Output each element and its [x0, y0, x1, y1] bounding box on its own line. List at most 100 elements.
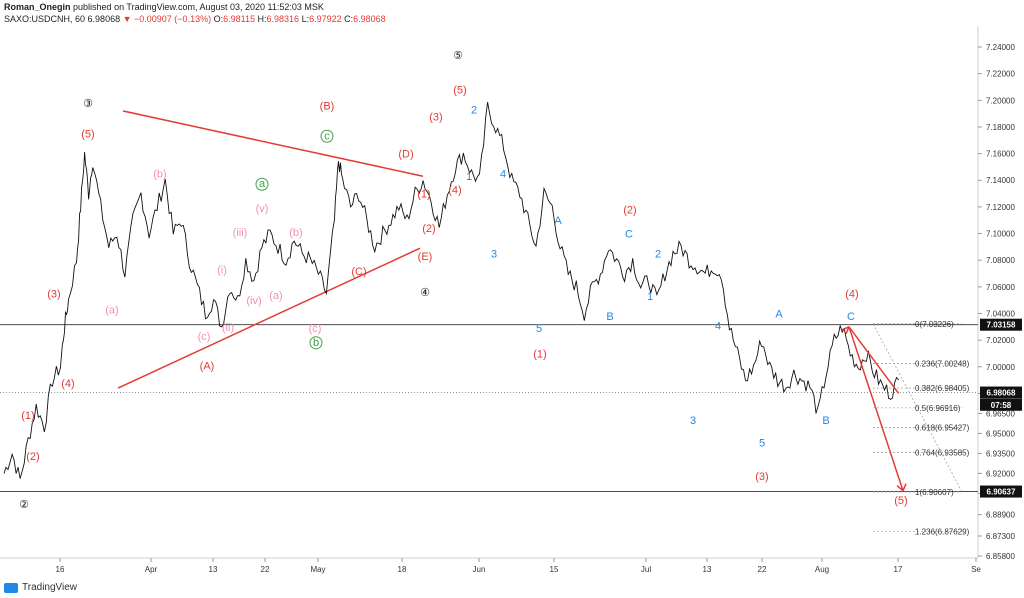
wave-label: 1 [466, 171, 472, 183]
x-tick-label: 22 [261, 565, 270, 574]
wave-label: (4) [448, 185, 461, 197]
y-tick-label: 7.12000 [986, 203, 1015, 212]
wave-label-circle [255, 177, 269, 191]
wave-label: (b) [153, 169, 166, 181]
wave-label: ③ [83, 98, 93, 110]
close-value: 6.98068 [353, 14, 386, 24]
wave-label: (v) [256, 203, 269, 215]
wave-label: A [775, 308, 783, 320]
c-label: C: [344, 14, 354, 24]
h-label: H: [257, 14, 267, 24]
y-tick-label: 6.95000 [986, 429, 1015, 438]
price-tag-label: 6.98068 [987, 389, 1016, 398]
y-tick-label: 7.10000 [986, 230, 1015, 239]
published-text: published on TradingView.com, August 03,… [73, 2, 324, 12]
price-tag-label: 6.90637 [987, 488, 1016, 497]
wave-label: b [313, 337, 319, 349]
wave-label: (2) [26, 451, 39, 463]
price-series-line [3, 102, 900, 479]
wave-label: (iii) [233, 227, 248, 239]
x-tick-label: 13 [703, 565, 712, 574]
x-tick-label: 13 [209, 565, 218, 574]
wave-label: (3) [755, 471, 768, 483]
wave-label: (D) [398, 149, 413, 161]
wave-label: 5 [759, 438, 765, 450]
y-tick-label: 7.14000 [986, 176, 1015, 185]
wave-label: (ii) [222, 322, 234, 334]
wave-label: 2 [655, 249, 661, 261]
last-price: 6.98068 [87, 14, 121, 24]
y-tick-label: 7.24000 [986, 43, 1015, 52]
wave-label: (b) [289, 227, 302, 239]
fib-level-label: 0.764(6.93585) [915, 448, 970, 457]
x-tick-label: 18 [398, 565, 407, 574]
footer: TradingView [4, 582, 77, 593]
wave-label: (A) [200, 360, 215, 372]
fib-level-label: 0.236(7.00248) [915, 359, 970, 368]
y-tick-label: 6.92000 [986, 469, 1015, 478]
wave-label: (i) [217, 265, 227, 277]
tradingview-logo-icon [4, 582, 18, 593]
wave-label: 3 [690, 415, 696, 427]
fib-level-label: 0(7.03226) [915, 320, 954, 329]
wave-label: (5) [453, 85, 466, 97]
wave-label: (1) [417, 189, 430, 201]
wave-label: (4) [845, 289, 858, 301]
y-tick-label: 7.06000 [986, 283, 1015, 292]
publish-info: Roman_Onegin published on TradingView.co… [4, 2, 324, 12]
x-tick-label: Jun [473, 565, 486, 574]
wave-label: c [324, 130, 330, 142]
wave-label: (5) [894, 495, 907, 507]
wave-label: 2 [471, 105, 477, 117]
y-tick-label: 7.20000 [986, 96, 1015, 105]
x-tick-label: Jul [641, 565, 651, 574]
wave-label-circle [320, 129, 334, 143]
wave-label: (1) [533, 348, 546, 360]
y-tick-label: 6.85800 [986, 552, 1015, 561]
projection-line-up [848, 326, 900, 394]
wave-label: 5 [536, 323, 542, 335]
fib-level-label: 1.236(6.87629) [915, 528, 970, 537]
y-tick-label: 7.22000 [986, 70, 1015, 79]
y-tick-label: 7.04000 [986, 309, 1015, 318]
price-tag-label: 07:58 [991, 401, 1012, 410]
wave-label: ④ [420, 287, 430, 299]
projection-line-down [848, 326, 904, 491]
wave-label: B [606, 311, 613, 323]
y-tick-label: 7.02000 [986, 336, 1015, 345]
price-tag-label: 7.03158 [987, 321, 1016, 330]
wave-label: B [822, 415, 829, 427]
x-tick-label: Aug [815, 565, 829, 574]
fib-level-label: 0.382(6.98405) [915, 384, 970, 393]
projection-arrowhead [896, 483, 907, 492]
y-tick-label: 6.87300 [986, 532, 1015, 541]
l-label: L: [301, 14, 310, 24]
wave-label: (B) [320, 101, 335, 113]
y-tick-label: 6.96500 [986, 409, 1015, 418]
price-chart[interactable]: 7.24000 7.22000 7.20000 7.18000 7.16000 7.140… [0, 26, 1024, 578]
y-tick-label: 7.16000 [986, 150, 1015, 159]
fib-level-label: 0.618(6.95427) [915, 424, 970, 433]
wave-label: (4) [61, 378, 74, 390]
wave-label: 1 [647, 291, 653, 303]
x-tick-label: May [310, 565, 325, 574]
wave-label: (1) [21, 410, 34, 422]
x-tick-label: 17 [894, 565, 903, 574]
x-tick-label: 15 [550, 565, 559, 574]
high-value: 6.98316 [266, 14, 300, 24]
y-tick-label: 6.88900 [986, 511, 1015, 520]
wave-label: (iv) [246, 295, 261, 307]
wave-label: (2) [623, 205, 636, 217]
wave-label: (3) [429, 111, 442, 123]
wave-label: (5) [81, 129, 94, 141]
fib-level-label: 1(6.90607) [915, 488, 954, 497]
y-tick-label: 6.93500 [986, 449, 1015, 458]
wave-label: C [625, 229, 633, 241]
price-change: ▼ −0.00907 (−0.13%) [122, 14, 212, 24]
o-label: O: [213, 14, 224, 24]
wave-label: 3 [491, 249, 497, 261]
price-tag [980, 398, 1022, 411]
wave-label: ⑤ [453, 50, 463, 62]
wave-label: (C) [351, 266, 366, 278]
wave-label: a [259, 178, 266, 190]
